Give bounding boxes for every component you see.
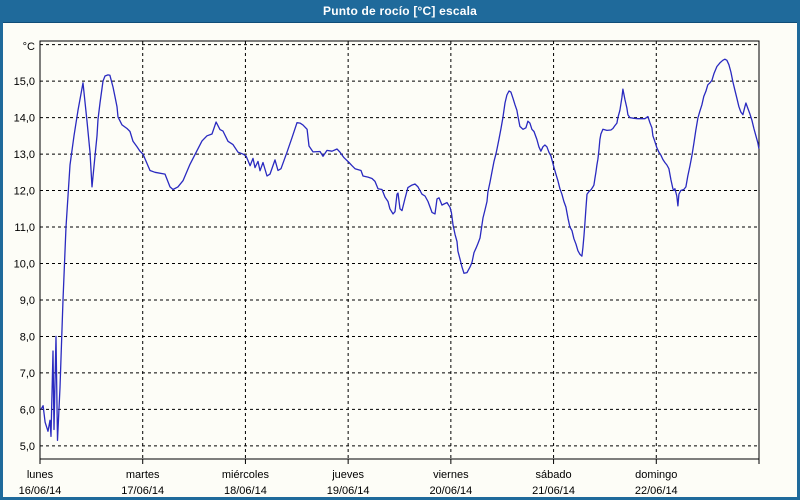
x-axis-day-name: lunes [27,469,54,481]
x-axis-day-date: 19/06/14 [327,485,370,497]
dewpoint-series-line [40,58,760,442]
y-tick-label: 11,0 [14,222,35,234]
x-axis-day-date: 21/06/14 [532,485,575,497]
x-axis-day-name: martes [126,469,160,481]
x-axis-day-date: 17/06/14 [121,485,164,497]
x-axis-day-date: 16/06/14 [19,485,62,497]
x-axis-day-name: jueves [331,469,364,481]
x-axis-day-date: 18/06/14 [224,485,267,497]
x-axis-day-name: sábado [536,469,572,481]
y-tick-label: 8,0 [20,331,35,343]
y-tick-label: 15,0 [14,76,35,88]
y-tick-label: 6,0 [20,404,35,416]
y-tick-label: 9,0 [20,295,35,307]
y-tick-label: 7,0 [20,368,35,380]
x-axis-day-name: domingo [635,469,677,481]
y-tick-label: 12,0 [14,186,35,198]
x-axis-day-date: 22/06/14 [635,485,678,497]
window-title-bar: Punto de rocío [°C] escala [3,3,797,23]
y-axis-unit-label: °C [23,41,35,53]
window-title: Punto de rocío [°C] escala [322,4,478,18]
y-tick-label: 14,0 [14,113,35,125]
x-axis-day-date: 20/06/14 [429,485,472,497]
y-tick-label: 13,0 [14,149,35,161]
x-axis-day-name: miércoles [222,469,270,481]
y-tick-label: 5,0 [20,441,35,453]
y-tick-label: 10,0 [14,258,35,270]
x-axis-day-name: viernes [433,469,469,481]
plot-border [39,40,760,460]
